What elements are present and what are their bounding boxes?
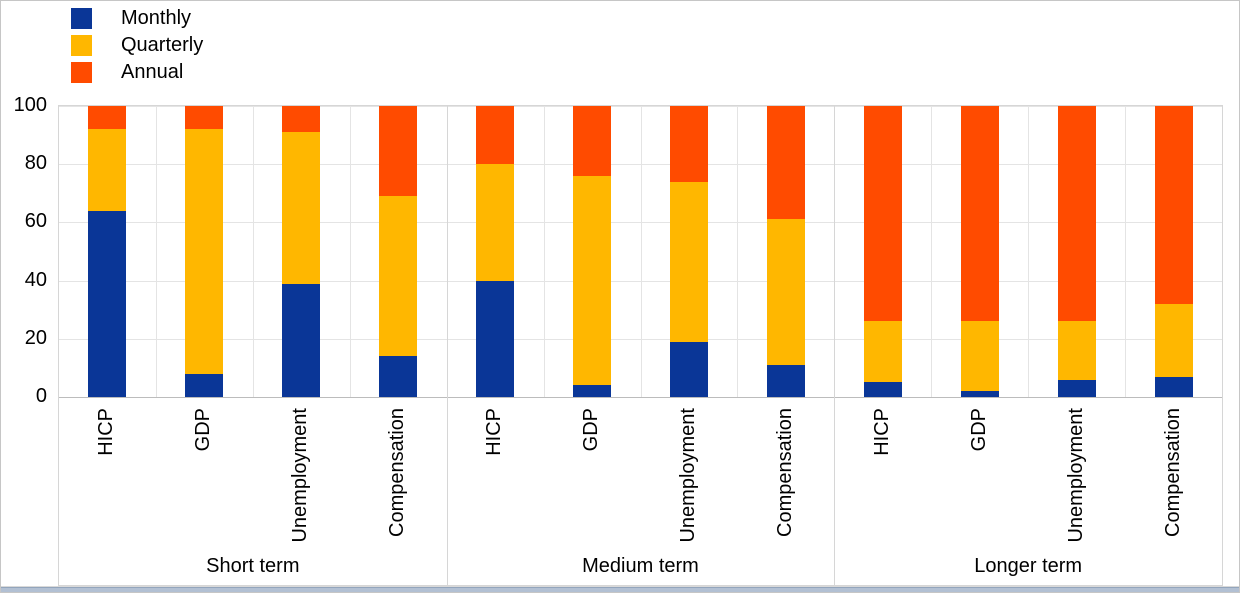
bar-segment-monthly [282, 283, 321, 397]
bar-segment-quarterly [863, 321, 902, 383]
category-gridline [640, 106, 642, 397]
bar-segment-monthly [185, 373, 224, 397]
x-axis-category-label: GDP [967, 408, 990, 452]
legend-item-quarterly: Quarterly [71, 32, 203, 59]
bar-segment-annual [379, 106, 418, 197]
bar-segment-quarterly [379, 196, 418, 357]
x-axis-category-label: Unemployment [289, 408, 312, 543]
x-axis-category-label: Unemployment [676, 408, 699, 543]
legend-label: Quarterly [121, 34, 204, 56]
bar-segment-quarterly [185, 129, 224, 374]
bar-segment-monthly [1154, 376, 1193, 397]
x-axis-category-label: GDP [580, 408, 603, 452]
legend-label: Annual [121, 61, 184, 83]
bar-segment-quarterly [282, 132, 321, 284]
y-axis-tick-label: 100 [13, 94, 47, 116]
bar-segment-quarterly [766, 219, 805, 365]
bar-segment-monthly [88, 210, 127, 397]
bar-segment-annual [863, 106, 902, 322]
x-axis-category-label: Compensation [386, 408, 409, 537]
bar-segment-annual [960, 106, 999, 322]
group-divider-line [446, 106, 448, 585]
bar-segment-quarterly [960, 321, 999, 392]
y-axis-tick-label: 40 [24, 268, 47, 291]
bar-segment-annual [88, 106, 127, 130]
x-axis-group-label: Longer term [974, 555, 1083, 577]
bar-segment-quarterly [669, 181, 708, 342]
x-axis-group-label: Short term [206, 555, 300, 577]
bar-segment-annual [185, 106, 224, 130]
bar-segment-monthly [669, 341, 708, 397]
bar-segment-monthly [960, 391, 999, 397]
category-gridline [155, 106, 157, 397]
bar-segment-annual [1154, 106, 1193, 304]
bar-segment-annual [1057, 106, 1096, 322]
bar-segment-annual [573, 106, 612, 176]
bar-segment-monthly [573, 385, 612, 397]
legend-label: Monthly [121, 7, 192, 29]
bar-segment-monthly [766, 364, 805, 397]
y-axis-tick-label: 0 [35, 385, 47, 407]
legend: Monthly Quarterly Annual [71, 5, 203, 86]
x-axis-category-label: Unemployment [1064, 408, 1087, 543]
monthly-swatch-icon [71, 8, 92, 29]
y-axis-tick-label: 20 [24, 326, 47, 349]
bar-segment-quarterly [1154, 303, 1193, 377]
bar-segment-monthly [863, 382, 902, 397]
bar-segment-annual [766, 106, 805, 220]
x-axis-category-label: GDP [192, 408, 215, 452]
x-axis-category-label: HICP [95, 408, 118, 456]
quarterly-swatch-icon [71, 35, 92, 56]
category-gridline [1125, 106, 1127, 397]
category-gridline [349, 106, 351, 397]
bar-segment-annual [282, 106, 321, 133]
y-axis-tick-label: 80 [24, 152, 47, 175]
group-divider-line [834, 106, 836, 585]
x-axis-category-label: Compensation [1161, 408, 1184, 537]
bar-segment-quarterly [573, 175, 612, 386]
bar-segment-monthly [379, 356, 418, 397]
category-gridline [737, 106, 739, 397]
plot-area: HICP GDP Unemployment Compensation Short ter… [58, 105, 1223, 586]
bar-segment-monthly [1057, 379, 1096, 397]
x-axis-group-label: Medium term [582, 555, 699, 577]
legend-item-annual: Annual [71, 59, 203, 86]
bar-segment-annual [476, 106, 515, 165]
category-gridline [252, 106, 254, 397]
divider [1, 586, 1239, 587]
legend-item-monthly: Monthly [71, 5, 203, 32]
category-gridline [1028, 106, 1030, 397]
x-axis-category-label: HICP [870, 408, 893, 456]
category-gridline [543, 106, 545, 397]
bar-segment-quarterly [1057, 321, 1096, 380]
annual-swatch-icon [71, 62, 92, 83]
y-axis-tick-label: 60 [24, 210, 47, 233]
category-gridline [931, 106, 933, 397]
bar-segment-monthly [476, 280, 515, 397]
x-axis-category-label: HICP [483, 408, 506, 456]
window-edge-strip [1, 587, 1239, 592]
x-axis-category-label: Compensation [773, 408, 796, 537]
bar-segment-quarterly [88, 129, 127, 211]
bar-segment-quarterly [476, 164, 515, 281]
bar-segment-annual [669, 106, 708, 182]
y-gridline [59, 397, 1222, 398]
